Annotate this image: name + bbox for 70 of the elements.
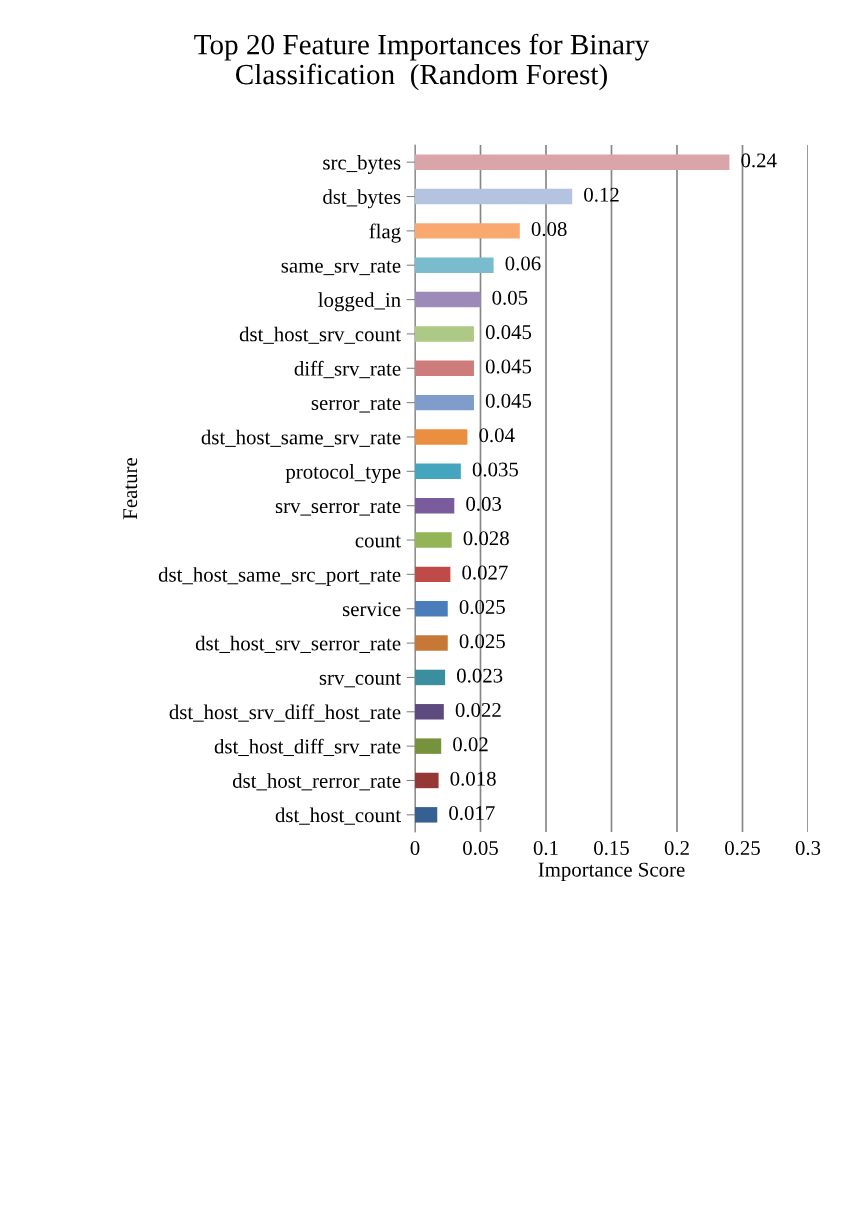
data-label: 0.028 bbox=[463, 531, 509, 546]
y-tick-label: dst_host_rerror_rate bbox=[232, 773, 401, 791]
data-label: 0.023 bbox=[457, 668, 503, 683]
y-tick-label: diff_srv_rate bbox=[294, 360, 401, 379]
bar bbox=[415, 601, 448, 617]
data-label: 0.017 bbox=[449, 805, 495, 821]
bar bbox=[415, 669, 446, 686]
bar bbox=[415, 188, 573, 205]
x-tick-label: 0.1 bbox=[533, 840, 558, 856]
x-tick-label: 0.2 bbox=[664, 840, 689, 856]
data-label: 0.027 bbox=[462, 565, 508, 580]
y-axis-title: Feature bbox=[123, 457, 138, 520]
y-tick-label: same_srv_rate bbox=[281, 260, 401, 276]
data-label: 0.035 bbox=[472, 462, 519, 477]
y-tick-label: count bbox=[355, 535, 401, 548]
x-tick-label: 0.3 bbox=[795, 840, 821, 856]
data-label: 0.12 bbox=[584, 187, 619, 202]
y-tick-label: srv_serror_rate bbox=[275, 501, 401, 516]
y-tick-label: protocol_type bbox=[285, 464, 401, 484]
y-tick-label: src_bytes bbox=[323, 154, 401, 174]
y-tick-label: logged_in bbox=[318, 292, 401, 312]
data-label: 0.025 bbox=[459, 634, 505, 649]
bar bbox=[415, 257, 494, 273]
bar bbox=[415, 154, 730, 170]
bar bbox=[415, 532, 452, 548]
y-tick-label: serror_rate bbox=[311, 398, 401, 413]
bar bbox=[415, 635, 448, 651]
bar bbox=[415, 738, 442, 754]
bar bbox=[415, 807, 438, 823]
y-tick-label: dst_host_diff_srv_rate bbox=[214, 738, 401, 757]
y-tick-label: dst_bytes bbox=[323, 189, 401, 209]
data-label: 0.045 bbox=[485, 325, 532, 340]
x-tick-label: 0.25 bbox=[725, 840, 760, 856]
y-tick-label: service bbox=[342, 602, 401, 617]
y-tick-label: dst_host_same_src_port_rate bbox=[158, 567, 401, 587]
data-label: 0.018 bbox=[450, 771, 496, 786]
y-tick-label: flag bbox=[369, 223, 401, 243]
data-label: 0.022 bbox=[455, 702, 501, 718]
x-tick-label: 0.15 bbox=[594, 840, 629, 856]
bar bbox=[415, 429, 468, 445]
chart-title: Top 20 Feature Importances for Binary Classification (Random Forest) bbox=[194, 33, 650, 91]
bar bbox=[415, 223, 520, 239]
bar bbox=[415, 291, 481, 308]
data-label: 0.08 bbox=[531, 222, 567, 237]
data-label: 0.045 bbox=[485, 393, 532, 408]
data-label: 0.24 bbox=[741, 153, 777, 168]
data-label: 0.04 bbox=[479, 428, 515, 443]
data-label: 0.05 bbox=[492, 290, 528, 305]
y-tick-label: dst_host_srv_count bbox=[239, 326, 401, 344]
bar bbox=[415, 497, 455, 514]
bar bbox=[415, 463, 461, 480]
data-label: 0.025 bbox=[459, 599, 505, 615]
y-tick-label: dst_host_srv_diff_host_rate bbox=[169, 704, 401, 722]
data-label: 0.02 bbox=[453, 737, 488, 752]
x-tick-label: 0.05 bbox=[463, 840, 498, 856]
y-tick-label: dst_host_srv_serror_rate bbox=[195, 635, 401, 653]
bar bbox=[415, 394, 474, 411]
x-tick-label: 0 bbox=[410, 840, 420, 855]
y-tick-label: dst_host_same_srv_rate bbox=[201, 429, 401, 447]
bar bbox=[415, 772, 439, 789]
bar bbox=[415, 360, 474, 376]
y-tick-label: srv_count bbox=[319, 672, 401, 688]
data-label: 0.06 bbox=[505, 256, 541, 271]
data-label: 0.045 bbox=[485, 359, 532, 374]
x-axis-title: Importance Score bbox=[538, 862, 685, 881]
y-tick-label: dst_host_count bbox=[275, 807, 401, 825]
bar bbox=[415, 566, 451, 583]
bar bbox=[415, 326, 474, 342]
bar bbox=[415, 704, 444, 720]
data-label: 0.03 bbox=[466, 496, 502, 511]
